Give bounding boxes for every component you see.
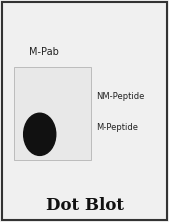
Bar — [14, 67, 91, 160]
Text: NM-Peptide: NM-Peptide — [96, 92, 145, 101]
Text: M-Peptide: M-Peptide — [96, 123, 138, 132]
Text: M-Pab: M-Pab — [29, 47, 59, 57]
Circle shape — [24, 113, 56, 155]
Text: Dot Blot: Dot Blot — [45, 197, 124, 214]
